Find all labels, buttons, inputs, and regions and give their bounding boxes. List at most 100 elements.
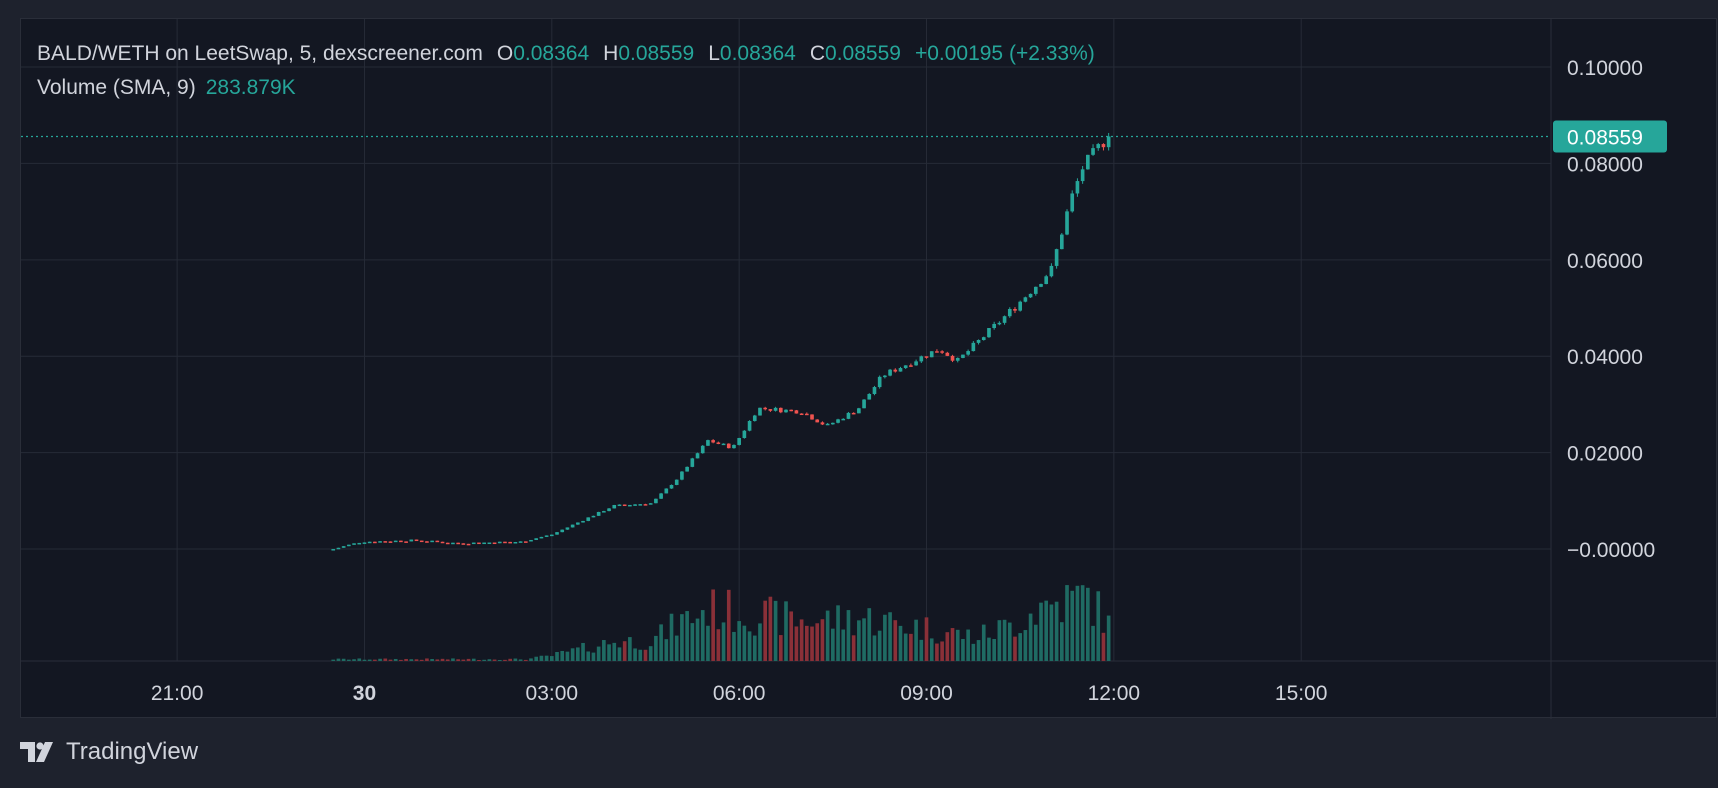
candle-body <box>935 351 939 353</box>
volume-bar <box>1023 630 1028 661</box>
volume-bar <box>872 635 877 661</box>
volume-bar <box>810 626 814 661</box>
volume-bar <box>341 658 346 661</box>
candle-body <box>799 413 804 416</box>
volume-bar <box>586 651 591 661</box>
volume-bar <box>1106 615 1111 661</box>
volume-bar <box>669 613 674 661</box>
volume-bar <box>763 600 768 661</box>
volume-value: 283.879K <box>205 76 296 99</box>
candlestick-chart[interactable]: 0.10000 0.08000 0.06000 0.04000 0.02000 −0.00… <box>21 19 1718 719</box>
candle-body <box>706 440 710 446</box>
candle-body <box>378 541 382 543</box>
candle-body <box>685 466 689 472</box>
candle-body <box>664 488 669 494</box>
y-tick-label: 0.02000 <box>1567 443 1643 466</box>
candle-body <box>565 527 570 530</box>
candle-body <box>950 355 955 361</box>
candle-body <box>336 547 341 550</box>
candle-body <box>388 541 393 543</box>
volume-bar <box>700 610 705 661</box>
candle-body <box>425 541 429 543</box>
candle-body <box>451 542 455 545</box>
volume-bar <box>1101 632 1106 661</box>
candle-body <box>836 419 840 423</box>
candle-body <box>716 442 721 444</box>
candle-body <box>383 541 388 543</box>
volume-bar <box>560 650 565 661</box>
volume-bar <box>591 652 596 661</box>
candle-body <box>523 541 528 543</box>
volume-bar <box>643 649 648 661</box>
volume-bar <box>768 596 773 661</box>
volume-bar <box>685 611 689 661</box>
candle-body <box>955 357 960 361</box>
candle-body <box>596 511 601 516</box>
candle-body <box>773 407 778 411</box>
volume-bar <box>513 658 518 661</box>
volume-bar <box>425 658 429 661</box>
volume-bar <box>1091 625 1095 661</box>
candle-body <box>586 517 591 521</box>
volume-bar <box>347 659 351 661</box>
candle-body <box>1101 144 1106 148</box>
volume-bar <box>503 659 507 661</box>
x-tick-label: 12:00 <box>1088 682 1141 705</box>
x-tick-label: 03:00 <box>526 682 579 705</box>
chart-panel[interactable]: 0.10000 0.08000 0.06000 0.04000 0.02000 −0.00… <box>20 18 1718 719</box>
volume-bar <box>1002 619 1007 661</box>
candle-body <box>1086 154 1090 170</box>
last-price-label: 0.08559 <box>1567 126 1643 149</box>
volume-bar <box>393 658 398 661</box>
y-tick-label: 0.04000 <box>1567 346 1643 369</box>
chart-legend: BALD/WETH on LeetSwap, 5, dexscreener.co… <box>37 37 1095 105</box>
candle-body <box>992 323 996 329</box>
candle-body <box>888 369 892 376</box>
candle-body <box>851 412 856 415</box>
candle-body <box>872 387 877 394</box>
candle-body <box>961 354 965 358</box>
volume-bar <box>466 658 471 661</box>
volume-bar <box>638 649 643 661</box>
volume-bar <box>1065 585 1069 661</box>
symbol-title: BALD/WETH on LeetSwap, 5, dexscreener.co… <box>37 42 483 65</box>
volume-bar <box>1096 591 1101 661</box>
candle-body <box>482 542 486 545</box>
candle-body <box>331 549 336 551</box>
candle-body <box>357 542 362 545</box>
volume-bar <box>924 617 929 661</box>
volume-bar <box>622 641 627 661</box>
candle-body <box>825 423 830 426</box>
candle-body <box>1002 316 1007 323</box>
volume-bar <box>362 659 367 661</box>
last-price-badge <box>1553 120 1667 153</box>
volume-bar <box>336 658 341 661</box>
y-tick-label: 0.10000 <box>1567 57 1643 80</box>
volume-bar <box>940 641 944 661</box>
volume-bar <box>929 638 934 661</box>
volume-bar <box>976 640 981 661</box>
candle-body <box>752 415 757 421</box>
volume-bar <box>888 612 892 661</box>
volume-bar <box>373 659 377 661</box>
candle-body <box>529 539 533 542</box>
volume-bar <box>659 624 663 661</box>
candle-body <box>362 542 367 544</box>
volume-bar <box>607 644 611 661</box>
volume-bar <box>919 639 924 661</box>
candle-body <box>466 543 471 546</box>
candle-body <box>1033 286 1038 294</box>
candle-body <box>898 368 903 372</box>
volume-bar <box>409 659 414 661</box>
volume-bar <box>857 620 861 661</box>
candle-body <box>680 471 684 480</box>
volume-bar <box>732 631 736 661</box>
candle-body <box>347 544 351 547</box>
candle-body <box>1007 309 1012 317</box>
volume-bar <box>581 642 585 661</box>
volume-bar <box>955 629 960 661</box>
brand-name: TradingView <box>66 738 199 765</box>
candle-body <box>674 479 679 485</box>
candle-body <box>628 504 632 507</box>
tradingview-brand[interactable]: TradingView <box>20 738 198 766</box>
